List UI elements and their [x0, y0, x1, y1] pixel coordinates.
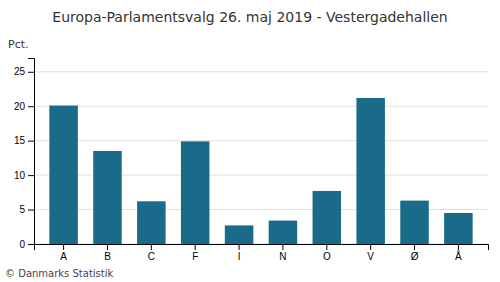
- bar: [400, 201, 429, 244]
- title: Europa-Parlamentsvalg 26. maj 2019 - Ves…: [52, 9, 447, 25]
- y-tick: 10: [14, 170, 34, 181]
- grid-line: [34, 140, 488, 141]
- x-axis: ABCFINOVØÅ: [35, 244, 489, 262]
- x-tick-mark: [414, 244, 415, 250]
- x-tick-mark: [151, 244, 152, 250]
- bar: [313, 191, 342, 244]
- bar: [49, 106, 78, 244]
- y-tick-mark: [28, 141, 34, 142]
- y-tick-label: 10: [14, 170, 26, 181]
- bar: [269, 221, 298, 244]
- x-tick-label: F: [192, 251, 198, 262]
- y-tick: 15: [14, 135, 34, 146]
- bar: [181, 141, 210, 244]
- x-tick: B: [104, 244, 111, 262]
- x-tick: N: [279, 244, 286, 262]
- x-tick-mark: [282, 244, 283, 250]
- y-tick: 0: [19, 239, 34, 250]
- y-tick-mark: [28, 210, 34, 211]
- grid: [34, 72, 488, 244]
- x-tick: C: [148, 244, 155, 262]
- plot: 0 5 10 15 20 25 A B C F I N O V Ø Å: [14, 59, 489, 263]
- grid-line: [34, 106, 488, 107]
- y-tick: 20: [14, 101, 34, 112]
- y-tick: 25: [14, 66, 34, 77]
- footer: © Danmarks Statistik: [5, 268, 114, 279]
- x-tick-mark: [326, 244, 327, 250]
- x-tick: O: [323, 244, 331, 262]
- x-tick-label: Ø: [411, 251, 419, 262]
- x-tick-mark: [107, 244, 108, 250]
- x-tick-mark: [63, 244, 64, 250]
- x-tick: I: [238, 244, 241, 262]
- y-label: Pct.: [8, 38, 29, 51]
- x-tick-label: O: [323, 251, 331, 262]
- y-axis-line: [28, 59, 35, 245]
- x-tick-label: A: [60, 251, 67, 262]
- x-tick-label: C: [148, 251, 155, 262]
- y-axis: 0 5 10 15 20 25: [14, 59, 35, 250]
- y-tick-mark: [28, 72, 34, 73]
- chart: Europa-Parlamentsvalg 26. maj 2019 - Ves…: [0, 0, 500, 282]
- y-tick-mark: [28, 244, 34, 245]
- x-tick-mark: [239, 244, 240, 250]
- y-tick: 5: [19, 204, 34, 215]
- x-tick: A: [60, 244, 67, 262]
- x-tick: Ø: [411, 244, 419, 262]
- y-tick-mark: [28, 175, 34, 176]
- x-tick-label: B: [104, 251, 111, 262]
- y-tick-label: 25: [14, 66, 26, 77]
- x-tick-mark: [370, 244, 371, 250]
- x-tick-label: V: [367, 251, 374, 262]
- bar: [444, 213, 473, 244]
- x-tick: Å: [455, 244, 462, 262]
- bar: [93, 151, 122, 244]
- x-tick-label: I: [238, 251, 241, 262]
- grid-line: [34, 71, 488, 72]
- x-axis-line: [35, 245, 489, 251]
- bar: [225, 225, 254, 244]
- bar: [356, 98, 385, 244]
- x-tick-mark: [458, 244, 459, 250]
- x-tick-label: N: [279, 251, 286, 262]
- x-tick-mark: [195, 244, 196, 250]
- bar: [137, 201, 166, 244]
- bars: [49, 98, 472, 244]
- y-tick-label: 5: [19, 204, 25, 215]
- x-tick: V: [367, 244, 374, 262]
- x-tick: F: [192, 244, 198, 262]
- y-tick-mark: [28, 106, 34, 107]
- y-tick-label: 20: [14, 101, 26, 112]
- y-tick-label: 15: [14, 135, 26, 146]
- y-tick-label: 0: [19, 239, 25, 250]
- x-tick-label: Å: [455, 250, 462, 262]
